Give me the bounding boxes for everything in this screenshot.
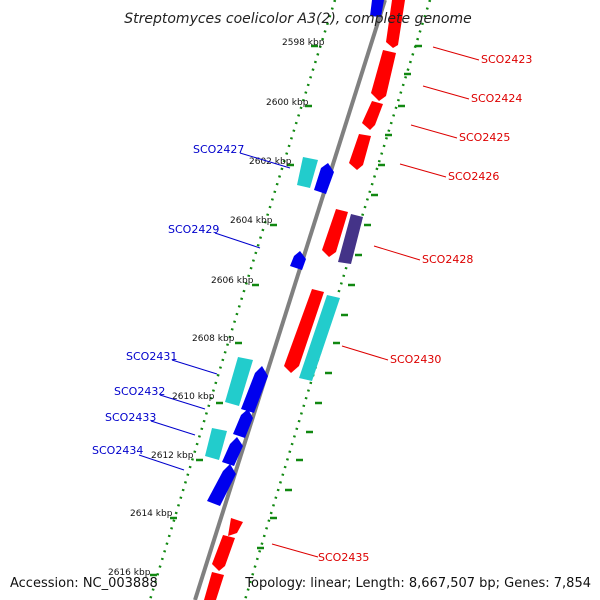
gene-SCO2434[interactable] bbox=[207, 464, 236, 506]
kbp-label: 2600 kbp bbox=[266, 98, 309, 108]
gene-label-SCO2435[interactable]: SCO2435 bbox=[318, 551, 369, 564]
gene-SCO2427[interactable] bbox=[314, 163, 334, 194]
gene-SCO2432[interactable] bbox=[233, 409, 253, 438]
forward-genes bbox=[204, 0, 405, 600]
gene-SCO2428[interactable] bbox=[338, 214, 363, 264]
kbp-label: 2604 kbp bbox=[230, 216, 273, 226]
left-gene-labels: SCO2427 SCO2429 SCO2431 SCO2432 SCO2433 … bbox=[92, 143, 244, 457]
kbp-label: 2612 kbp bbox=[151, 451, 194, 461]
kbp-label: 2610 kbp bbox=[172, 392, 215, 402]
gene-label-SCO2428[interactable]: SCO2428 bbox=[422, 253, 473, 266]
gene-label-SCO2432[interactable]: SCO2432 bbox=[114, 385, 165, 398]
kbp-label: 2598 kbp bbox=[282, 38, 325, 48]
map-title: Streptomyces coelicolor A3(2), complete … bbox=[124, 11, 472, 27]
gene-SCO2435a[interactable] bbox=[228, 518, 243, 536]
gene-label-SCO2430[interactable]: SCO2430 bbox=[390, 353, 441, 366]
gene-label-SCO2429[interactable]: SCO2429 bbox=[168, 223, 219, 236]
gene-SCO2430[interactable] bbox=[299, 295, 340, 381]
gene-SCO2430-red[interactable] bbox=[284, 289, 324, 373]
gene-label-SCO2426[interactable]: SCO2426 bbox=[448, 170, 499, 183]
kbp-label: 2616 kbp bbox=[108, 568, 151, 578]
gene-SCO2431[interactable] bbox=[241, 366, 268, 413]
gene-label-SCO2423[interactable]: SCO2423 bbox=[481, 53, 532, 66]
gene-SCO2435[interactable] bbox=[212, 535, 235, 571]
kbp-label: 2608 kbp bbox=[192, 334, 235, 344]
gene-label-SCO2427[interactable]: SCO2427 bbox=[193, 143, 244, 156]
gene-SCO2429[interactable] bbox=[290, 251, 306, 270]
genome-backbone bbox=[193, 0, 387, 600]
gene-SCO2426[interactable] bbox=[349, 134, 371, 170]
outer-tick-track bbox=[243, 0, 432, 600]
gene-SCO2424[interactable] bbox=[371, 50, 396, 101]
gene-SCO2433-cyan[interactable] bbox=[205, 428, 227, 460]
outer-major-ticks bbox=[257, 44, 422, 550]
kbp-label: 2614 kbp bbox=[130, 509, 173, 519]
gene-SCO2433[interactable] bbox=[222, 437, 243, 466]
gene-label-SCO2431[interactable]: SCO2431 bbox=[126, 350, 177, 363]
gene-label-SCO2433[interactable]: SCO2433 bbox=[105, 411, 156, 424]
inner-tick-track bbox=[148, 0, 337, 600]
kbp-label: 2606 kbp bbox=[211, 276, 254, 286]
left-leaders bbox=[138, 152, 291, 471]
gene-SCO2423[interactable] bbox=[386, 0, 405, 48]
gene-label-SCO2425[interactable]: SCO2425 bbox=[459, 131, 510, 144]
right-leaders bbox=[271, 46, 480, 558]
gene-label-SCO2434[interactable]: SCO2434 bbox=[92, 444, 143, 457]
gene-label-SCO2424[interactable]: SCO2424 bbox=[471, 92, 522, 105]
gene-SCO2427-cyan[interactable] bbox=[297, 157, 318, 188]
gene-SCO2435b[interactable] bbox=[204, 572, 224, 600]
genome-summary-text: Topology: linear; Length: 8,667,507 bp; … bbox=[244, 576, 591, 591]
gene-SCO2428-red[interactable] bbox=[322, 209, 348, 257]
reverse-genes bbox=[205, 0, 384, 506]
gene-SCO2425[interactable] bbox=[362, 101, 383, 130]
right-gene-labels: SCO2423 SCO2424 SCO2425 SCO2426 SCO2428 … bbox=[318, 53, 532, 564]
gene-top-blue[interactable] bbox=[370, 0, 384, 17]
major-ticks bbox=[150, 44, 318, 577]
gene-SCO2431-cyan[interactable] bbox=[225, 357, 253, 406]
accession-text: Accession: NC_003888 bbox=[10, 576, 158, 591]
